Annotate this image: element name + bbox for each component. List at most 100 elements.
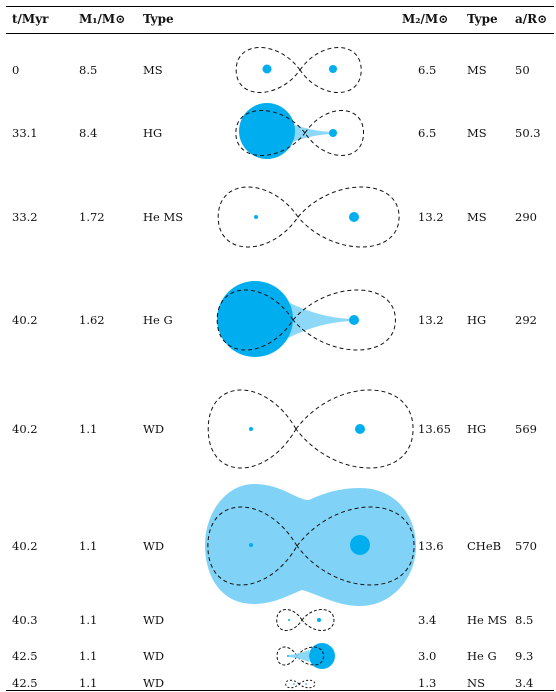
header-rule-bottom: [6, 33, 554, 34]
row2-secondary-star: [329, 129, 337, 137]
cell-type1: He G: [143, 313, 173, 327]
row4-secondary-star: [349, 315, 359, 325]
row8-lobe-primary: [276, 646, 298, 666]
cell-m1: 1.1: [79, 613, 98, 627]
row9-secondary-star: [305, 683, 307, 685]
cell-m1: 8.4: [79, 126, 98, 140]
cell-m1: 1.62: [79, 313, 105, 327]
cell-type2: He MS: [467, 613, 508, 627]
row5-primary-star: [249, 427, 253, 431]
cell-a: 3.4: [515, 676, 534, 690]
cell-m2: 3.0: [418, 649, 437, 663]
row9-primary-star: [293, 683, 295, 685]
cell-t: 40.2: [12, 539, 38, 553]
header-type2: Type: [467, 12, 498, 26]
row7-lobe-primary: [276, 609, 303, 631]
cell-t: 42.5: [12, 676, 38, 690]
row4-lobe-primary: [216, 289, 294, 351]
header-time: t/Myr: [12, 12, 49, 26]
cell-m2: 3.4: [418, 613, 437, 627]
cell-t: 33.1: [12, 126, 38, 140]
row8-lobe-secondary: [296, 646, 325, 666]
row3-primary-star: [254, 215, 258, 219]
row7-primary-star: [288, 619, 290, 621]
cell-a: 50: [515, 63, 530, 77]
cell-m1: 1.72: [79, 210, 105, 224]
row4-lobe-secondary: [292, 289, 396, 351]
row1-lobe-secondary: [299, 47, 362, 93]
cell-m2: 13.6: [418, 539, 444, 553]
cell-t: 40.3: [12, 613, 38, 627]
cell-m2: 13.2: [418, 210, 444, 224]
cell-m1: 1.1: [79, 422, 98, 436]
cell-a: 570: [515, 539, 537, 553]
cell-a: 8.5: [515, 613, 534, 627]
cell-t: 40.2: [12, 422, 38, 436]
cell-m1: 8.5: [79, 63, 98, 77]
cell-m1: 1.1: [79, 676, 98, 690]
cell-type2: HG: [467, 422, 487, 436]
cell-m1: 1.1: [79, 539, 98, 553]
header-mass2: M₂/M⊙: [402, 12, 449, 26]
header-type1: Type: [143, 12, 174, 26]
cell-type2: CHeB: [467, 539, 502, 553]
row1-primary-star: [262, 64, 272, 74]
row3-secondary-star: [349, 212, 359, 222]
cell-type2: MS: [467, 63, 487, 77]
cell-a: 290: [515, 210, 537, 224]
cell-a: 9.3: [515, 649, 534, 663]
cell-t: 40.2: [12, 313, 38, 327]
row6-secondary-star: [350, 535, 370, 555]
cell-type2: HG: [467, 313, 487, 327]
row2-lobe-secondary: [304, 110, 365, 156]
row2-primary-star: [239, 103, 295, 159]
row7-secondary-star: [317, 618, 321, 622]
row8-mass-transfer-stream: [289, 650, 309, 662]
cell-m2: 6.5: [418, 63, 437, 77]
row2-lobe-primary: [235, 110, 306, 156]
row4-primary-star: [217, 281, 293, 357]
row1-lobe-primary: [235, 47, 301, 93]
row6-primary-star: [249, 543, 253, 547]
cell-a: 292: [515, 313, 537, 327]
cell-type1: WD: [143, 676, 165, 690]
header-mass1: M₁/M⊙: [79, 12, 126, 26]
cell-type2: He G: [467, 649, 497, 663]
row9-lobe-primary: [285, 679, 300, 689]
cell-type1: WD: [143, 539, 165, 553]
cell-t: 33.2: [12, 210, 38, 224]
cell-type1: He MS: [143, 210, 184, 224]
cell-a: 569: [515, 422, 537, 436]
cell-type1: HG: [143, 126, 163, 140]
header-separation: a/R⊙: [515, 12, 548, 26]
cell-t: 42.5: [12, 649, 38, 663]
cell-m1: 1.1: [79, 649, 98, 663]
row1-secondary-star: [329, 65, 337, 73]
cell-type1: MS: [143, 63, 163, 77]
cell-t: 0: [12, 63, 20, 77]
cell-type2: MS: [467, 126, 487, 140]
row5-secondary-star: [355, 424, 365, 434]
row6-lobe-secondary: [296, 506, 415, 586]
cell-m2: 6.5: [418, 126, 437, 140]
row5-lobe-secondary: [295, 389, 414, 469]
footer-rule: [6, 690, 554, 691]
cell-m2: 13.65: [418, 422, 451, 436]
row3-lobe-secondary: [297, 186, 400, 248]
cell-type2: MS: [467, 210, 487, 224]
cell-m2: 1.3: [418, 676, 437, 690]
row3-lobe-primary: [217, 186, 299, 248]
row7-lobe-secondary: [301, 609, 335, 631]
cell-a: 50.3: [515, 126, 541, 140]
row4-mass-transfer-stream: [288, 302, 352, 338]
cell-type2: NS: [467, 676, 485, 690]
row5-lobe-primary: [207, 389, 297, 469]
row9-lobe-secondary: [298, 679, 316, 689]
row8-primary-star: [287, 655, 289, 657]
cell-type1: WD: [143, 649, 165, 663]
cell-type1: WD: [143, 613, 165, 627]
cell-type1: WD: [143, 422, 165, 436]
row6-common-envelope: [205, 484, 416, 606]
row6-lobe-primary: [207, 506, 298, 586]
